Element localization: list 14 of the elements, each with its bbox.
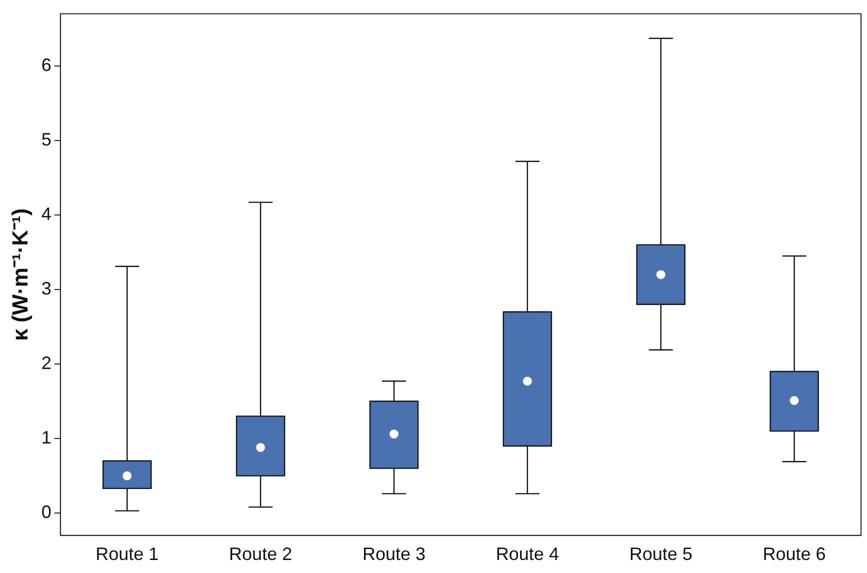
x-tick-label: Route 2 — [229, 544, 292, 564]
y-axis-title: κ (W·m⁻¹·K⁻¹) — [7, 208, 32, 341]
y-tick-label: 1 — [41, 428, 52, 448]
x-tick-label: Route 1 — [96, 544, 159, 564]
x-tick-label: Route 5 — [629, 544, 692, 564]
y-tick-label: 5 — [41, 129, 52, 150]
x-tick-label: Route 6 — [762, 544, 826, 564]
x-tick-label: Route 3 — [362, 544, 426, 564]
x-tick-label: Route 4 — [496, 544, 559, 564]
y-tick-label: 0 — [41, 502, 52, 522]
y-tick-label: 2 — [41, 352, 52, 373]
y-tick-label: 3 — [41, 278, 52, 298]
y-tick-label: 6 — [41, 54, 52, 75]
y-tick-label: 4 — [41, 204, 52, 224]
